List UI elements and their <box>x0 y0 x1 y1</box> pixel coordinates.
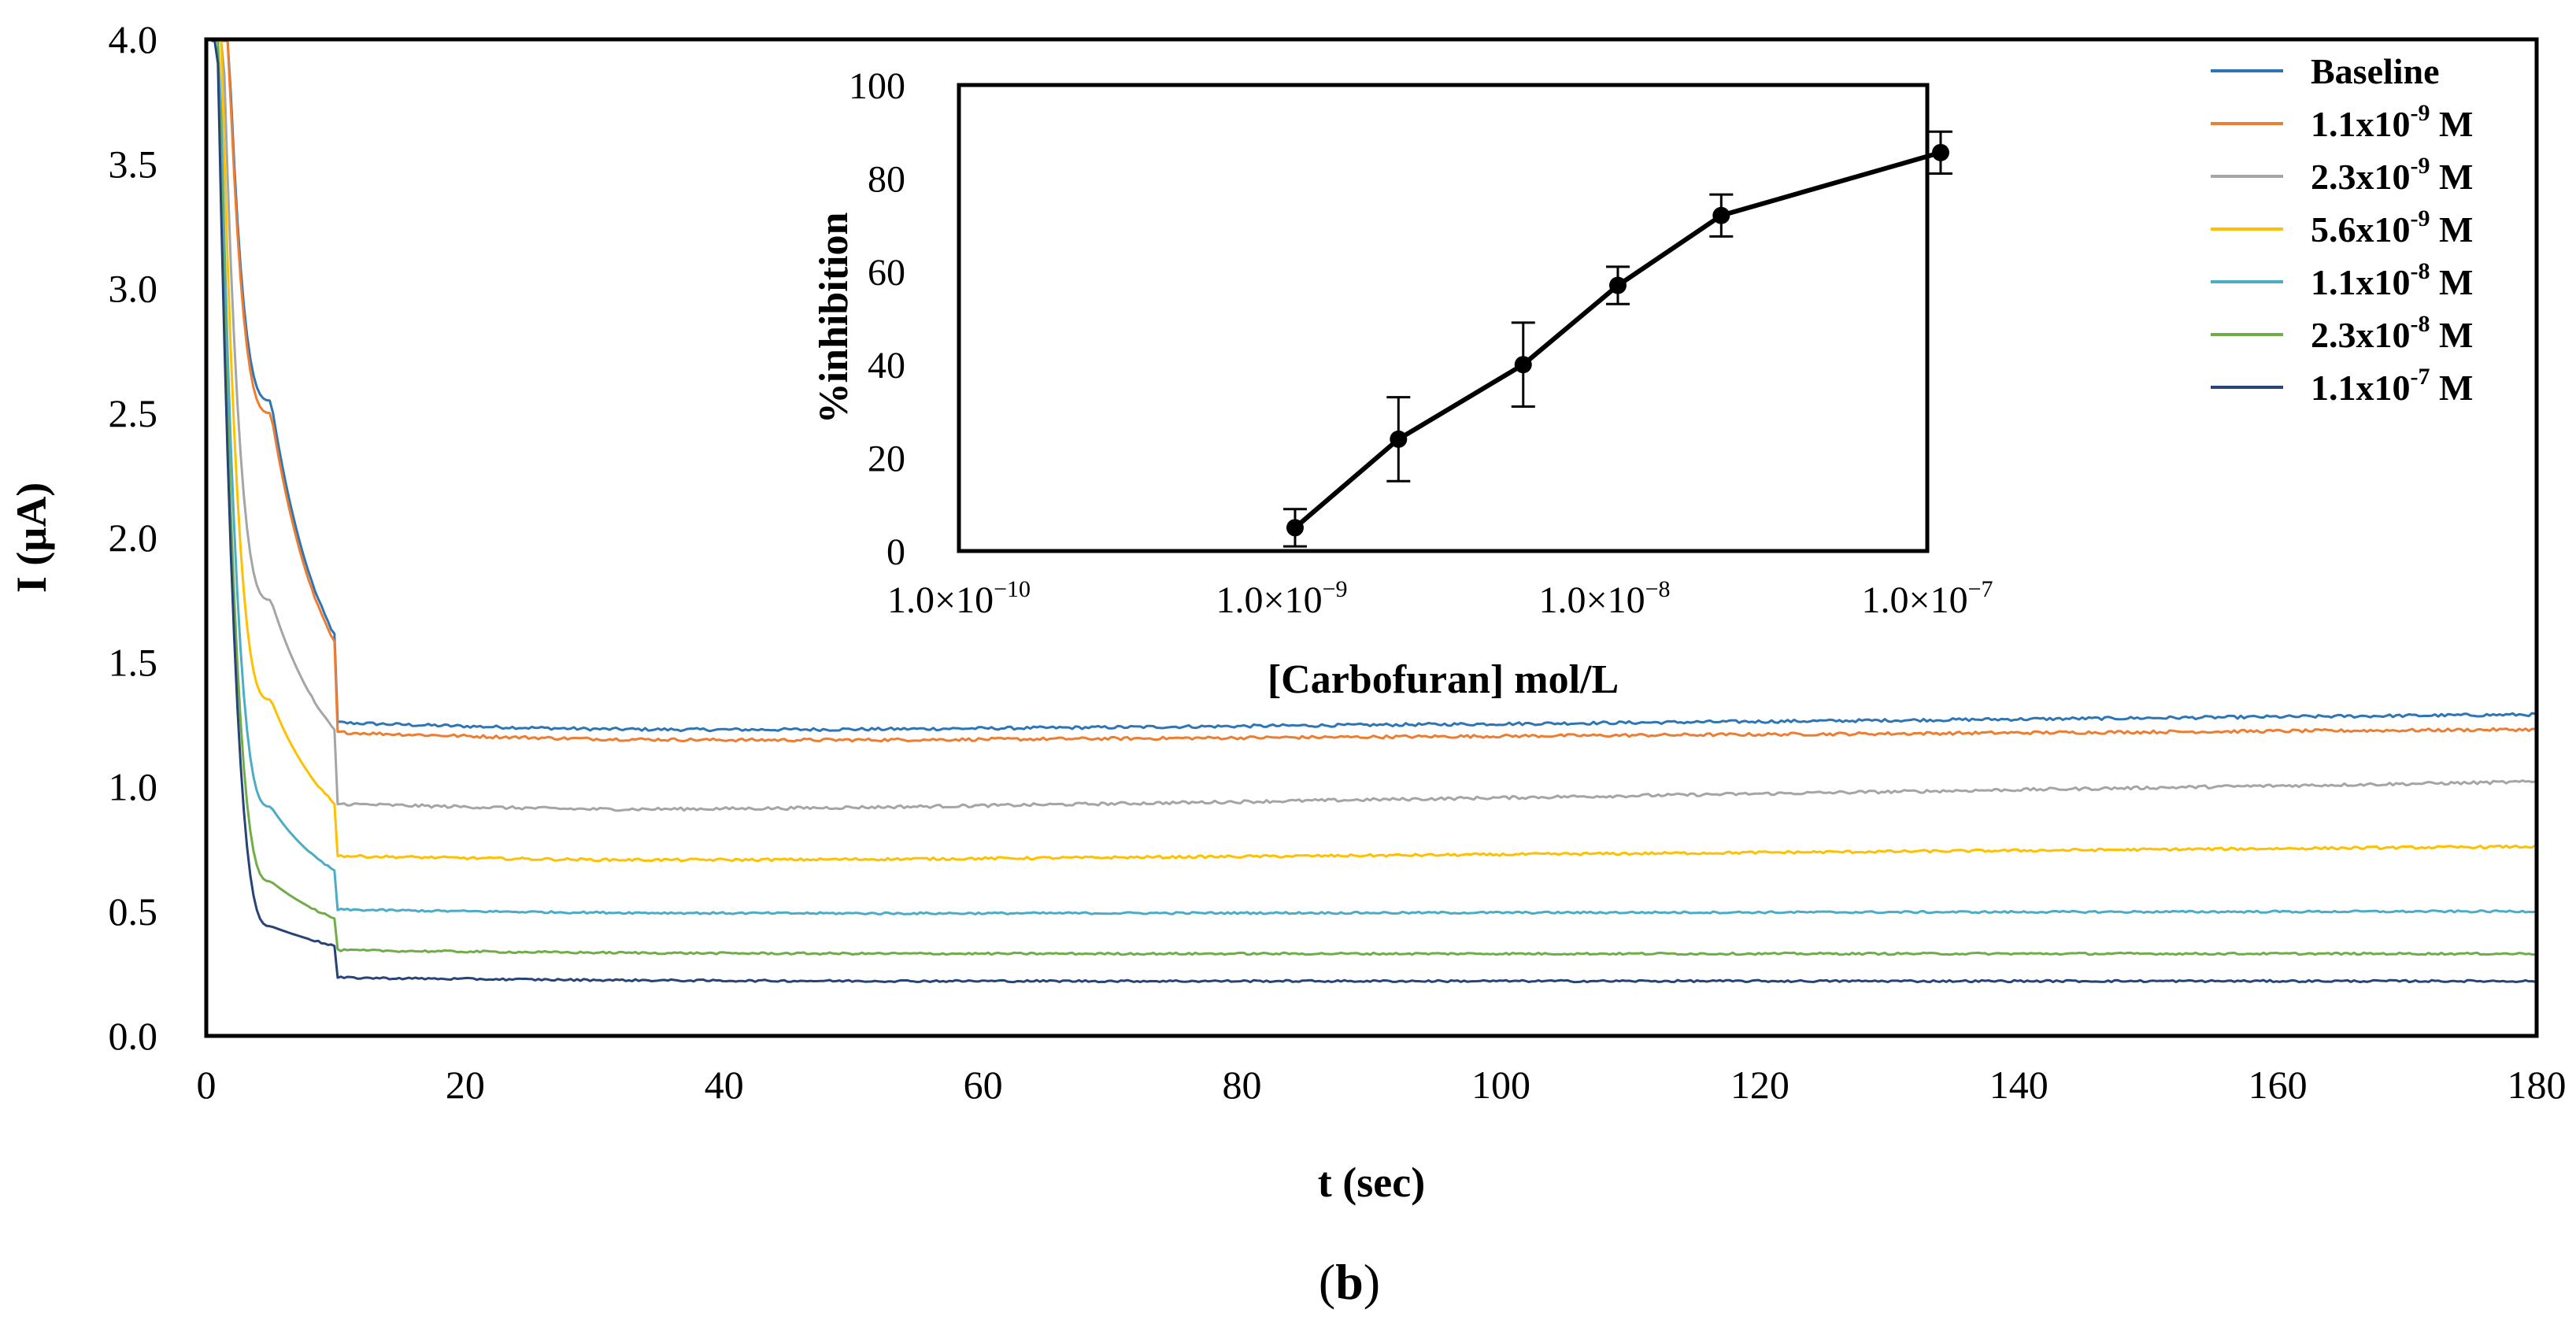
legend-label-exponent: -8 <box>2411 258 2430 284</box>
main-y-tick-label: 0.0 <box>109 1014 158 1058</box>
main-x-tick-label: 60 <box>964 1063 1003 1107</box>
inset-x-tick-label: 1.0×10−7 <box>1862 576 1993 621</box>
main-y-axis-title: I (µA) <box>8 483 55 594</box>
inset-y-tick-label: 100 <box>849 65 905 107</box>
series-line <box>211 39 2536 915</box>
main-y-tick-label: 3.5 <box>109 142 158 186</box>
inset-y-tick-label: 20 <box>868 438 905 480</box>
inset-x-tick-label: 1.0×10−9 <box>1216 576 1348 621</box>
legend-label-exponent: -9 <box>2411 205 2430 231</box>
legend-label-base: 1.1x10 <box>2311 262 2411 302</box>
main-x-tick-label: 100 <box>1471 1063 1530 1107</box>
legend-label-unit: M <box>2430 157 2474 197</box>
inset-x-tick-mantissa: 1.0×10 <box>887 579 994 621</box>
inset-x-tick-mantissa: 1.0×10 <box>1216 579 1323 621</box>
data-point <box>1514 356 1532 374</box>
legend-label-unit: M <box>2430 315 2474 355</box>
legend-label: 2.3x10-8 M <box>2311 311 2473 355</box>
legend-label: 2.3x10-9 M <box>2311 153 2473 197</box>
legend-label-base: 5.6x10 <box>2311 209 2411 250</box>
main-x-tick-label: 140 <box>1989 1063 2049 1107</box>
inset-x-axis-title: [Carbofuran] mol/L <box>1268 657 1619 702</box>
inset-x-tick-label: 1.0×10−8 <box>1539 576 1671 621</box>
main-x-tick-label: 20 <box>446 1063 485 1107</box>
main-y-tick-label: 3.0 <box>109 267 158 311</box>
inset-plot-frame <box>957 83 1930 553</box>
series-line <box>211 39 2536 812</box>
main-y-tick-label: 2.0 <box>109 516 158 560</box>
data-point <box>1390 430 1408 448</box>
legend-label-exponent: -8 <box>2411 311 2430 337</box>
inset-x-axis: 1.0×10−10 1.0×10−9 1.0×10−8 1.0×10−7 <box>887 576 1993 621</box>
data-point <box>1931 143 1949 161</box>
main-y-tick-label: 0.5 <box>109 889 158 934</box>
main-y-tick-label: 2.5 <box>109 391 158 435</box>
inset-y-axis-title: %inhibition <box>812 213 857 424</box>
inset-y-tick-label: 40 <box>868 345 905 386</box>
legend-label-exponent: -9 <box>2411 100 2430 126</box>
main-plot-frame <box>204 37 2539 1038</box>
legend-label-unit: M <box>2430 104 2474 144</box>
legend-label-unit: M <box>2430 209 2474 250</box>
legend-label-exponent: -9 <box>2411 153 2430 179</box>
data-point <box>1608 276 1627 294</box>
data-point <box>1712 206 1730 224</box>
inset-y-tick-label: 80 <box>868 158 905 200</box>
main-y-tick-label: 1.0 <box>109 765 158 809</box>
main-x-tick-label: 160 <box>2248 1063 2308 1107</box>
legend-label-base: 1.1x10 <box>2311 368 2411 408</box>
main-y-tick-label: 1.5 <box>109 640 158 684</box>
inset-x-tick-mantissa: 1.0×10 <box>1539 579 1645 621</box>
legend-label: Baseline <box>2311 51 2440 91</box>
data-point <box>1286 519 1304 537</box>
legend-label-unit: M <box>2430 262 2474 302</box>
inset-x-tick-exponent: −7 <box>1968 576 1993 602</box>
series-line <box>211 39 2536 743</box>
inhibition-line <box>1294 150 1941 530</box>
legend-label: 1.1x10-7 M <box>2311 364 2473 408</box>
current-series-group <box>211 39 2537 984</box>
series-line <box>211 39 2537 863</box>
main-x-axis: 0 20 40 60 80 100 120 140 160 180 <box>197 1063 2567 1107</box>
inset-x-tick-exponent: −10 <box>994 576 1031 602</box>
panel-label: (b) <box>1319 1254 1380 1310</box>
legend-label-exponent: -7 <box>2411 364 2430 390</box>
inset-y-axis: 0 20 40 60 80 100 <box>849 65 905 573</box>
inset-x-tick-mantissa: 1.0×10 <box>1862 579 1968 621</box>
main-current-chart: 0.0 0.5 1.0 1.5 2.0 2.5 3.0 3.5 4.0 0 20 40 60 80 100… <box>8 17 2567 1206</box>
legend-label: 5.6x10-9 M <box>2311 205 2473 250</box>
inset-x-tick-exponent: −9 <box>1323 576 1348 602</box>
main-x-tick-label: 40 <box>705 1063 744 1107</box>
legend-label-base: 2.3x10 <box>2311 315 2411 355</box>
inset-x-tick-label: 1.0×10−10 <box>887 576 1031 621</box>
main-x-tick-label: 0 <box>197 1063 217 1107</box>
series-line <box>211 39 2536 733</box>
legend-label: 1.1x10-9 M <box>2311 100 2473 144</box>
main-x-tick-label: 80 <box>1223 1063 1262 1107</box>
legend-label: 1.1x10-8 M <box>2311 258 2473 302</box>
main-x-axis-title: t (sec) <box>1318 1159 1425 1206</box>
legend-label-base: 1.1x10 <box>2311 104 2411 144</box>
legend-label-unit: M <box>2430 368 2474 408</box>
inset-x-tick-exponent: −8 <box>1645 576 1671 602</box>
series-line <box>211 39 2536 956</box>
main-y-axis: 0.0 0.5 1.0 1.5 2.0 2.5 3.0 3.5 4.0 <box>109 17 158 1058</box>
inset-y-tick-label: 60 <box>868 252 905 294</box>
legend-label-base: Baseline <box>2311 51 2440 91</box>
main-x-tick-label: 120 <box>1730 1063 1790 1107</box>
inset-background <box>959 85 1927 551</box>
main-x-tick-label: 180 <box>2508 1063 2567 1107</box>
series-line <box>211 39 2536 984</box>
inhibition-series <box>1282 130 1952 548</box>
legend-label-base: 2.3x10 <box>2311 157 2411 197</box>
inset-y-tick-label: 0 <box>886 531 905 573</box>
main-y-tick-label: 4.0 <box>109 17 158 61</box>
